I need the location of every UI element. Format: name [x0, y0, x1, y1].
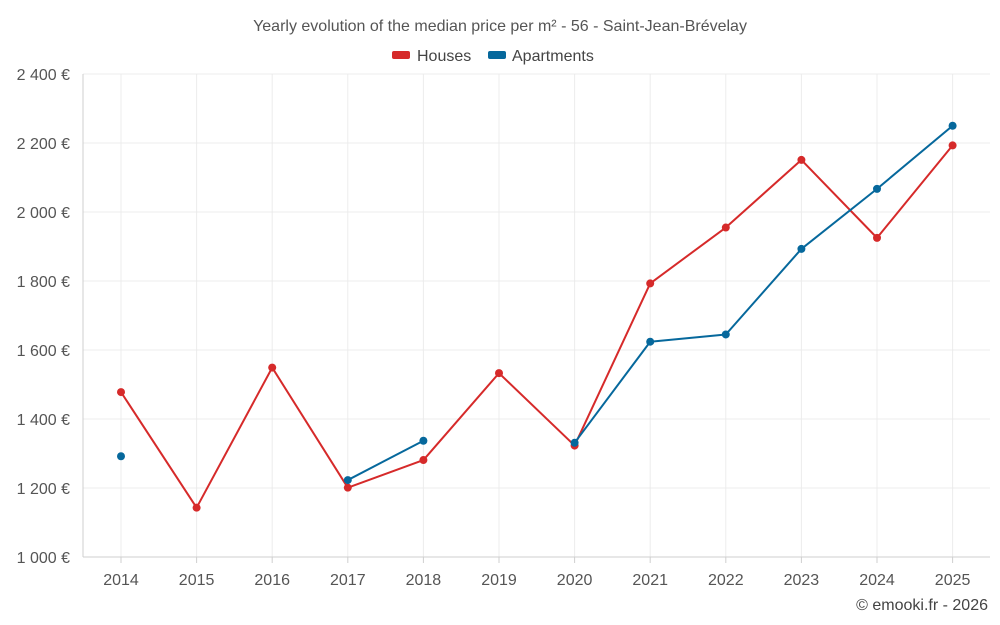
x-tick-label: 2015 [179, 572, 215, 589]
series-line-houses [120, 144, 954, 509]
grid [83, 73, 990, 557]
y-tick-label: 2 200 € [17, 136, 70, 153]
x-tick-label: 2021 [632, 572, 668, 589]
data-point-houses-2017[interactable] [343, 483, 352, 492]
legend-swatch-houses [392, 51, 410, 59]
series-houses [117, 141, 957, 512]
series-line-apartments [347, 439, 424, 481]
data-point-houses-2015[interactable] [192, 503, 201, 512]
series [117, 121, 957, 512]
data-point-houses-2019[interactable] [495, 369, 503, 378]
data-point-houses-2023[interactable] [797, 155, 806, 164]
data-point-apartments-2024[interactable] [873, 184, 881, 193]
data-point-houses-2016[interactable] [268, 363, 277, 372]
y-tick-label: 1 800 € [17, 274, 70, 291]
data-point-houses-2014[interactable] [117, 388, 125, 397]
y-tick-label: 2 400 € [17, 67, 70, 84]
x-tick-label: 2019 [481, 572, 517, 589]
x-tick-label: 2017 [330, 572, 366, 589]
x-tick-label: 2025 [935, 572, 971, 589]
chart-title: Yearly evolution of the median price per… [253, 18, 747, 35]
data-point-houses-2021[interactable] [646, 279, 655, 288]
data-point-apartments-2017[interactable] [343, 476, 352, 485]
legend-label-houses: Houses [417, 48, 471, 65]
legend: Houses Apartments [392, 48, 594, 65]
data-point-apartments-2014[interactable] [117, 452, 125, 461]
y-tick-label: 2 000 € [17, 205, 70, 222]
credit-text: © emooki.fr - 2026 [856, 597, 988, 614]
x-tick-label: 2014 [103, 572, 139, 589]
legend-label-apartments: Apartments [512, 48, 594, 65]
series-apartments [117, 121, 957, 485]
data-point-houses-2024[interactable] [873, 233, 881, 242]
y-tick-label: 1 400 € [17, 412, 70, 429]
data-point-apartments-2018[interactable] [419, 436, 428, 445]
x-tick-label: 2024 [859, 572, 895, 589]
x-tick-label: 2018 [406, 572, 442, 589]
legend-swatch-apartments [488, 51, 506, 59]
y-tick-label: 1 200 € [17, 481, 70, 498]
data-point-apartments-2025[interactable] [948, 121, 957, 130]
axes: 1 000 € 1 200 € 1 400 € 1 600 € 1 800 € 2 000… [17, 67, 990, 589]
x-tick-label: 2020 [557, 572, 593, 589]
y-tick-label: 1 000 € [17, 550, 70, 567]
y-tick-label: 1 600 € [17, 343, 70, 360]
x-tick-label: 2016 [254, 572, 290, 589]
data-point-apartments-2023[interactable] [797, 244, 806, 253]
legend-item-apartments[interactable]: Apartments [488, 48, 594, 65]
legend-item-houses[interactable]: Houses [392, 48, 471, 65]
data-point-houses-2022[interactable] [721, 223, 730, 232]
data-point-apartments-2021[interactable] [646, 337, 655, 346]
x-tick-label: 2023 [784, 572, 820, 589]
data-point-apartments-2022[interactable] [721, 330, 730, 339]
data-point-houses-2025[interactable] [948, 141, 957, 150]
series-line-apartments [573, 124, 954, 444]
data-point-apartments-2020[interactable] [570, 438, 579, 447]
x-tick-label: 2022 [708, 572, 744, 589]
data-point-houses-2018[interactable] [419, 456, 428, 465]
